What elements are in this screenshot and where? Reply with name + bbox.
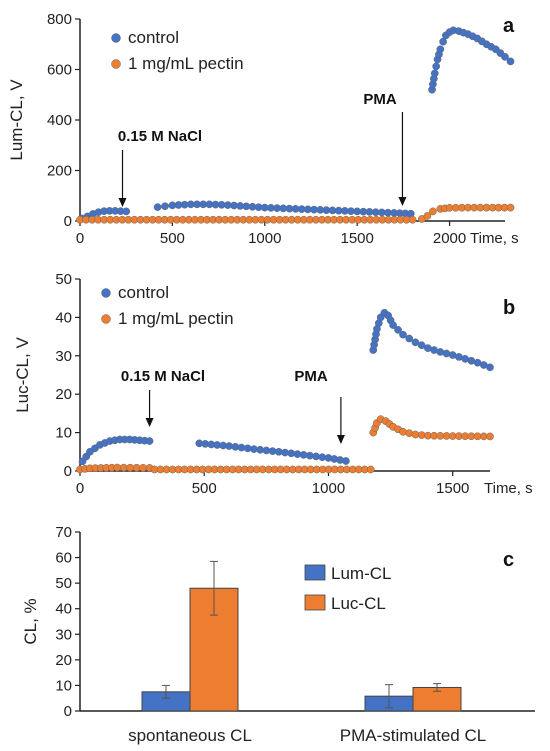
- panel-b-legend-label: control: [118, 283, 169, 302]
- panel-a-y-tick-label: 0: [64, 213, 72, 230]
- panel-b-point-pectin: [126, 463, 135, 472]
- panel-b-x-tick-label: 0: [76, 480, 84, 497]
- panel-a-label: a: [503, 15, 515, 37]
- panel-a-point-control: [161, 202, 169, 211]
- panel-b-x-tick-label: 1500: [436, 480, 469, 497]
- panel-b-y-tick-label: 0: [64, 463, 72, 480]
- panel-c-y-tick-label: 20: [55, 652, 72, 669]
- panel-a-y-tick-label: 800: [47, 11, 72, 28]
- panel-a-y-tick-label: 400: [47, 112, 72, 129]
- panel-b-x-axis-label: Time, s: [484, 480, 533, 497]
- panel-a-point-pectin: [408, 215, 417, 224]
- panel-c-legend-label: Luc-CL: [331, 594, 386, 613]
- panel-b-y-tick-label: 10: [55, 425, 72, 442]
- panel-a-point-pectin: [506, 203, 515, 212]
- panel-b-point-control: [486, 363, 494, 372]
- panel-c-y-tick-label: 40: [55, 601, 72, 618]
- panel-c-y-tick-label: 60: [55, 550, 72, 567]
- panel-b-point-pectin: [113, 463, 122, 472]
- panel-a-point-control: [432, 62, 441, 71]
- panel-b-point-pectin: [486, 432, 494, 441]
- panel-a-legend-marker: [111, 33, 121, 43]
- panel-b-y-tick-label: 30: [55, 348, 72, 365]
- panel-c-legend-swatch: [304, 564, 326, 581]
- panel-a-y-axis-label: Lum-CL, V: [7, 79, 26, 161]
- panel-b-point-control: [394, 326, 402, 334]
- panel-b-legend-label: 1 mg/mL pectin: [118, 309, 234, 328]
- panel-a-annotation-arrowhead: [118, 198, 127, 207]
- panel-a-x-axis-label: Time, s: [470, 230, 519, 247]
- panel-b-point-control: [417, 341, 426, 350]
- panel-b-point-control: [399, 330, 407, 339]
- panel-b-annotation: 0.15 M NaCl: [121, 368, 205, 385]
- panel-c-category-label: spontaneous CL: [128, 726, 252, 745]
- panel-b-point-pectin: [139, 464, 147, 472]
- panel-b-annotation: PMA: [294, 368, 328, 385]
- panel-b-legend-marker: [101, 288, 111, 298]
- panel-b-x-tick-label: 500: [192, 480, 217, 497]
- panel-a-point-control: [501, 53, 509, 61]
- panel-b-point-pectin: [119, 463, 128, 472]
- panel-b-y-tick-label: 40: [55, 309, 72, 326]
- panel-b-annotation-arrowhead: [145, 418, 154, 427]
- panel-a-y-tick-label: 200: [47, 163, 72, 180]
- panel-a-x-tick-label: 0: [76, 230, 84, 247]
- panel-b-annotation-arrowhead: [336, 435, 345, 444]
- panel-b-label: b: [503, 297, 515, 319]
- panel-c-y-tick-label: 50: [55, 575, 72, 592]
- panel-a-point-pectin: [429, 207, 437, 216]
- panel-b-y-tick-label: 50: [55, 271, 72, 288]
- panel-c-category-label: PMA-stimulated CL: [340, 726, 486, 745]
- panel-c-label: c: [503, 549, 514, 571]
- panel-a-annotation: PMA: [363, 91, 397, 108]
- panel-b-x-tick-label: 1000: [312, 480, 345, 497]
- panel-a-point-control: [436, 45, 445, 54]
- panel-a-point-control: [506, 57, 515, 66]
- panel-a-x-tick-label: 1500: [340, 230, 373, 247]
- panel-a-point-control: [430, 69, 439, 78]
- panel-b-legend-marker: [101, 314, 111, 324]
- panel-a-point-pectin: [423, 212, 432, 220]
- panel-b-point-pectin: [405, 429, 414, 438]
- panel-b-y-tick-label: 20: [55, 386, 72, 403]
- panel-c-y-tick-label: 10: [55, 677, 72, 694]
- panel-a-point-control: [153, 203, 162, 211]
- panel-a-legend-label: control: [128, 28, 179, 47]
- panel-a-legend-label: 1 mg/mL pectin: [128, 54, 244, 73]
- panel-b-point-control: [342, 457, 350, 465]
- panel-b-point-pectin: [132, 463, 141, 472]
- panel-b-point-control: [405, 334, 414, 343]
- panel-c-y-tick-label: 0: [64, 703, 72, 720]
- panel-a-x-tick-label: 500: [160, 230, 185, 247]
- panel-b-point-pectin: [399, 427, 407, 436]
- panel-b-point-pectin: [366, 465, 375, 474]
- panel-c-legend-swatch: [304, 594, 326, 611]
- panel-a-legend-marker: [111, 59, 121, 69]
- panel-b-y-axis-label: Luc-CL, V: [13, 337, 32, 413]
- panel-b-point-control: [145, 437, 154, 445]
- panel-a-annotation: 0.15 M NaCl: [118, 128, 202, 145]
- panel-c-legend-label: Lum-CL: [331, 564, 391, 583]
- panel-a-point-control: [122, 207, 131, 216]
- panel-a-annotation-arrowhead: [398, 197, 407, 206]
- panel-a-x-tick-label: 2000: [433, 230, 466, 247]
- panel-a-point-control: [439, 37, 447, 46]
- panel-a-y-tick-label: 600: [47, 62, 72, 79]
- panel-a-x-tick-label: 1000: [248, 230, 281, 247]
- panel-c-y-axis-label: CL, %: [21, 598, 40, 644]
- panel-b-point-control: [411, 338, 420, 347]
- panel-c-y-tick-label: 70: [55, 524, 72, 541]
- panel-b-point-control: [389, 321, 397, 329]
- panel-c-y-tick-label: 30: [55, 626, 72, 643]
